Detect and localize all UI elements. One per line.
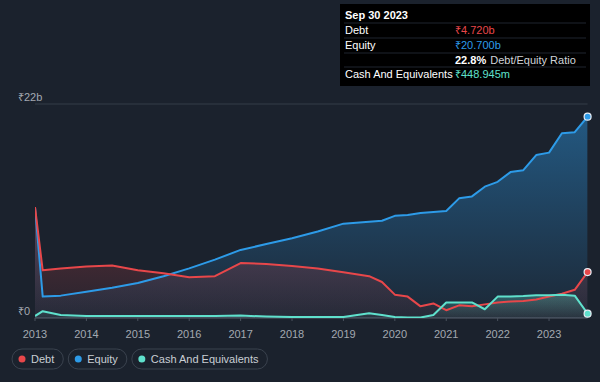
legend-label: Cash And Equivalents: [151, 353, 259, 365]
series-area: [35, 117, 588, 318]
y-tick-label: ₹22b: [18, 91, 42, 103]
x-tick: [343, 318, 344, 321]
x-tick: [292, 318, 293, 321]
legend-box: [132, 349, 268, 369]
legend-item: Cash And Equivalents: [132, 349, 268, 369]
x-tick: [549, 318, 550, 321]
background: [0, 0, 600, 382]
end-dot: [584, 113, 591, 120]
series-line: [35, 207, 588, 310]
grid-line: [35, 104, 588, 105]
x-tick-label: 2014: [74, 328, 98, 340]
x-tick-label: 2020: [383, 328, 407, 340]
x-tick-label: 2017: [228, 328, 252, 340]
x-tick: [497, 318, 498, 321]
tooltip-ratio: 22.8%: [455, 54, 486, 66]
plot-area: [35, 117, 588, 318]
x-tick-label: 2021: [434, 328, 458, 340]
series-line: [35, 117, 588, 297]
series-area: [35, 207, 588, 318]
legend-label: Debt: [31, 353, 54, 365]
tooltip-value: ₹4.720b: [455, 24, 495, 36]
x-tick: [394, 318, 395, 321]
tooltip-box: [340, 4, 590, 86]
tooltip-ratio-label: Debt/Equity Ratio: [490, 54, 576, 66]
x-tick-label: 2019: [331, 328, 355, 340]
tooltip-value: ₹20.700b: [455, 39, 501, 51]
tooltip-label: Cash And Equivalents: [345, 68, 453, 80]
x-tick-label: 2023: [537, 328, 561, 340]
x-tick: [86, 318, 87, 321]
legend-box: [12, 349, 63, 369]
series-area: [35, 295, 588, 318]
x-tick-label: 2018: [280, 328, 304, 340]
x-tick: [35, 318, 36, 321]
legend-box: [68, 349, 127, 369]
legend-label: Equity: [87, 353, 118, 365]
tooltip-label: Debt: [345, 24, 368, 36]
legend-swatch: [138, 356, 145, 363]
series-line: [35, 295, 588, 318]
chart: ₹0 ₹22b 2013 2014 2015 2016 2017 2018 2019 2020 20…: [0, 0, 600, 382]
legend-item: Debt: [12, 349, 63, 369]
legend-swatch: [75, 356, 82, 363]
legend: Debt Equity Cash And Equivalents: [12, 349, 267, 369]
end-dots: [584, 113, 591, 317]
y-tick-label: ₹0: [18, 305, 30, 317]
tooltip-date: Sep 30 2023: [345, 9, 408, 21]
legend-swatch: [19, 356, 26, 363]
end-dot: [584, 310, 591, 317]
legend-item: Equity: [68, 349, 127, 369]
end-dot: [584, 269, 591, 276]
x-tick: [240, 318, 241, 321]
x-tick-label: 2015: [126, 328, 150, 340]
tooltip-label: Equity: [345, 39, 376, 51]
x-tick-label: 2022: [485, 328, 509, 340]
tooltip: Sep 30 2023 Debt ₹4.720b Equity ₹20.700b 22.8…: [340, 4, 590, 86]
x-tick: [137, 318, 138, 321]
tooltip-value: ₹448.945m: [455, 68, 510, 80]
x-tick: [446, 318, 447, 321]
x-tick-label: 2013: [23, 328, 47, 340]
x-tick-label: 2016: [177, 328, 201, 340]
x-tick: [189, 318, 190, 321]
